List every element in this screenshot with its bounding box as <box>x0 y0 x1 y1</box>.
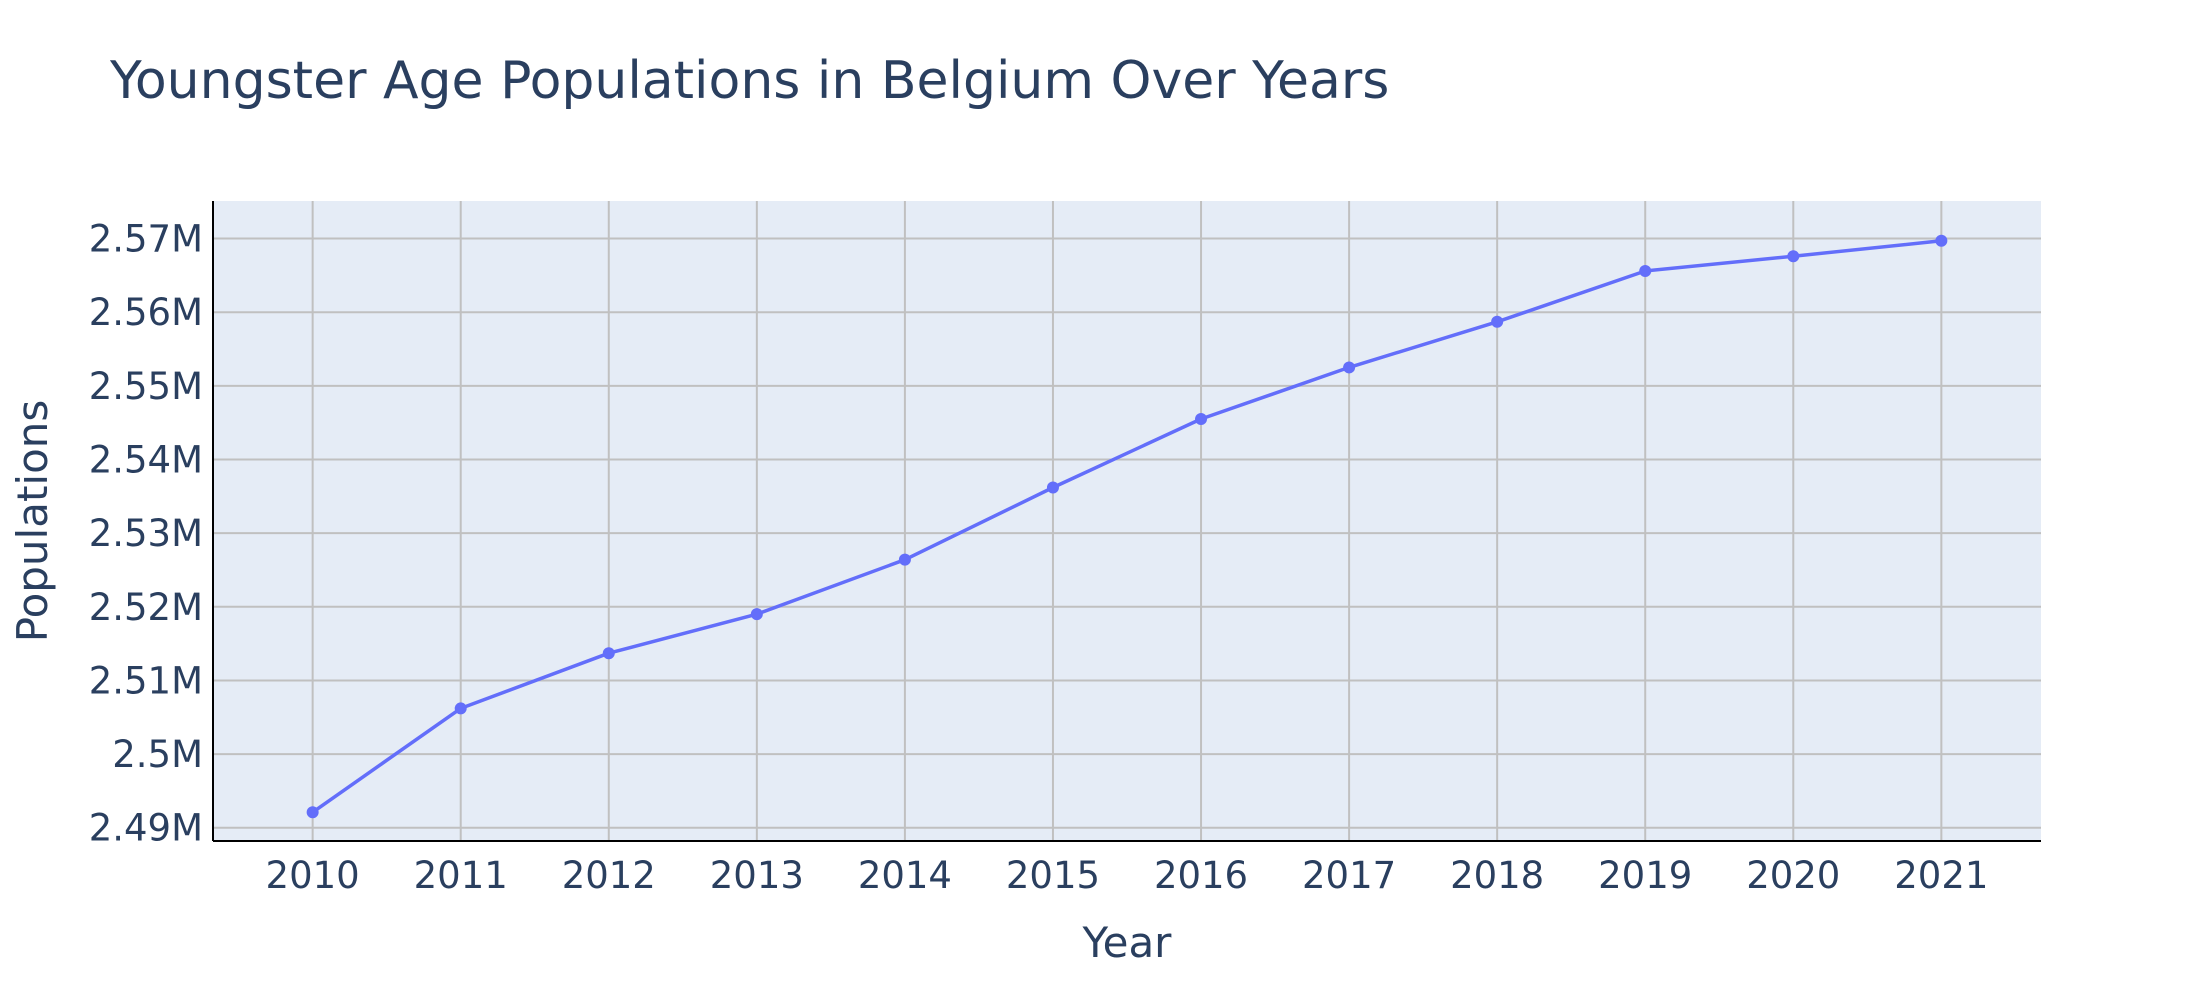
y-tick-label: 2.56M <box>89 291 203 334</box>
x-tick-labels: 2010 2011 2012 2013 2014 2015 2016 2017 2018 2019… <box>266 854 1989 897</box>
data-point <box>898 553 911 566</box>
x-tick-label: 2014 <box>858 854 952 897</box>
y-tick-label: 2.53M <box>89 512 203 555</box>
data-point <box>1935 234 1948 247</box>
y-tick-label: 2.55M <box>89 365 203 408</box>
x-tick-label: 2012 <box>562 854 656 897</box>
y-tick-label: 2.5M <box>112 733 203 776</box>
y-tick-labels: 2.49M 2.5M 2.51M 2.52M 2.53M 2.54M 2.55M 2.56M 2… <box>89 218 203 850</box>
data-point <box>602 647 615 660</box>
data-point <box>1639 264 1652 277</box>
y-tick-label: 2.49M <box>89 807 203 850</box>
x-tick-label: 2021 <box>1894 854 1988 897</box>
x-tick-label: 2017 <box>1302 854 1396 897</box>
x-axis-title: Year <box>1082 918 1173 967</box>
x-tick-label: 2011 <box>414 854 508 897</box>
y-axis-title: Populations <box>8 400 57 643</box>
y-tick-label: 2.52M <box>89 586 203 629</box>
x-tick-label: 2015 <box>1006 854 1100 897</box>
data-points <box>306 234 1948 819</box>
chart-title: Youngster Age Populations in Belgium Ove… <box>109 51 1389 111</box>
x-tick-label: 2010 <box>266 854 360 897</box>
data-point <box>1491 315 1504 328</box>
y-tick-label: 2.54M <box>89 439 203 482</box>
y-tick-label: 2.51M <box>89 659 203 702</box>
y-gridlines <box>213 237 2041 829</box>
data-point <box>1343 361 1356 374</box>
data-point <box>1046 481 1059 494</box>
data-point <box>454 702 467 715</box>
x-tick-label: 2019 <box>1598 854 1692 897</box>
data-point <box>1195 412 1208 425</box>
data-point <box>750 608 763 621</box>
y-tick-label: 2.57M <box>89 218 203 261</box>
x-tick-label: 2016 <box>1154 854 1248 897</box>
x-tick-label: 2013 <box>710 854 804 897</box>
x-gridlines <box>311 201 1943 841</box>
x-tick-label: 2020 <box>1746 854 1840 897</box>
x-tick-label: 2018 <box>1450 854 1544 897</box>
plot-background <box>213 201 2041 841</box>
data-point <box>1787 250 1800 263</box>
data-point <box>306 806 319 819</box>
series-line <box>311 239 1942 814</box>
